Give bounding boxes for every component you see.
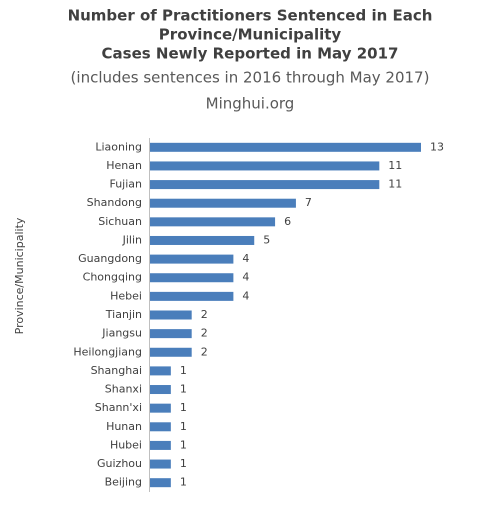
bar xyxy=(150,440,171,450)
data-label: 2 xyxy=(201,308,208,321)
chart-title: Cases Newly Reported in May 2017 xyxy=(102,45,399,63)
chart-source: Minghui.org xyxy=(206,95,295,113)
data-label: 6 xyxy=(284,215,291,228)
data-label: 4 xyxy=(242,271,249,284)
bar xyxy=(150,142,421,152)
data-label: 1 xyxy=(180,364,187,377)
y-tick-label: Jilin xyxy=(122,233,142,246)
y-tick-label: Beijing xyxy=(105,476,142,489)
bar xyxy=(150,198,296,208)
y-tick-label: Hebei xyxy=(110,289,142,302)
bar xyxy=(150,459,171,469)
bar xyxy=(150,180,380,190)
y-tick-label: Shandong xyxy=(87,196,142,209)
y-tick-label: Hunan xyxy=(106,420,142,433)
y-tick-label: Jiangsu xyxy=(101,327,142,340)
chart-title: Province/Municipality xyxy=(159,26,342,44)
bar xyxy=(150,273,234,283)
y-tick-label: Tianjin xyxy=(105,308,142,321)
bar xyxy=(150,347,192,357)
chart-subtitle: (includes sentences in 2016 through May … xyxy=(71,69,430,87)
chart-title: Number of Practitioners Sentenced in Eac… xyxy=(68,7,433,25)
y-tick-label: Shanxi xyxy=(105,383,142,396)
data-label: 11 xyxy=(388,159,402,172)
y-tick-label: Chongqing xyxy=(83,271,142,284)
data-label: 1 xyxy=(180,383,187,396)
bar xyxy=(150,254,234,264)
y-tick-label: Hubei xyxy=(110,438,142,451)
data-label: 2 xyxy=(201,327,208,340)
data-label: 7 xyxy=(305,196,312,209)
y-tick-label: Shann'xi xyxy=(95,401,142,414)
data-label: 4 xyxy=(242,289,249,302)
bar xyxy=(150,366,171,376)
data-label: 1 xyxy=(180,401,187,414)
bar xyxy=(150,161,380,171)
bar xyxy=(150,329,192,339)
y-tick-label: Guangdong xyxy=(78,252,142,265)
data-label: 1 xyxy=(180,420,187,433)
bar xyxy=(150,385,171,395)
bar xyxy=(150,310,192,320)
y-tick-label: Henan xyxy=(106,159,142,172)
bar xyxy=(150,235,255,245)
y-tick-label: Guizhou xyxy=(97,457,142,470)
y-tick-label: Liaoning xyxy=(95,140,142,153)
y-tick-label: Sichuan xyxy=(98,215,142,228)
data-label: 1 xyxy=(180,438,187,451)
bar xyxy=(150,478,171,488)
bar xyxy=(150,422,171,432)
bar xyxy=(150,291,234,301)
data-label: 2 xyxy=(201,345,208,358)
data-label: 5 xyxy=(263,233,270,246)
data-label: 11 xyxy=(388,178,402,191)
y-axis-label: Province/Municipality xyxy=(13,217,26,334)
bar xyxy=(150,403,171,413)
y-tick-label: Shanghai xyxy=(91,364,142,377)
data-label: 1 xyxy=(180,476,187,489)
data-label: 4 xyxy=(242,252,249,265)
y-tick-label: Heilongjiang xyxy=(73,345,142,358)
y-tick-label: Fujian xyxy=(109,178,142,191)
bar xyxy=(150,217,276,227)
data-label: 1 xyxy=(180,457,187,470)
data-label: 13 xyxy=(430,140,444,153)
